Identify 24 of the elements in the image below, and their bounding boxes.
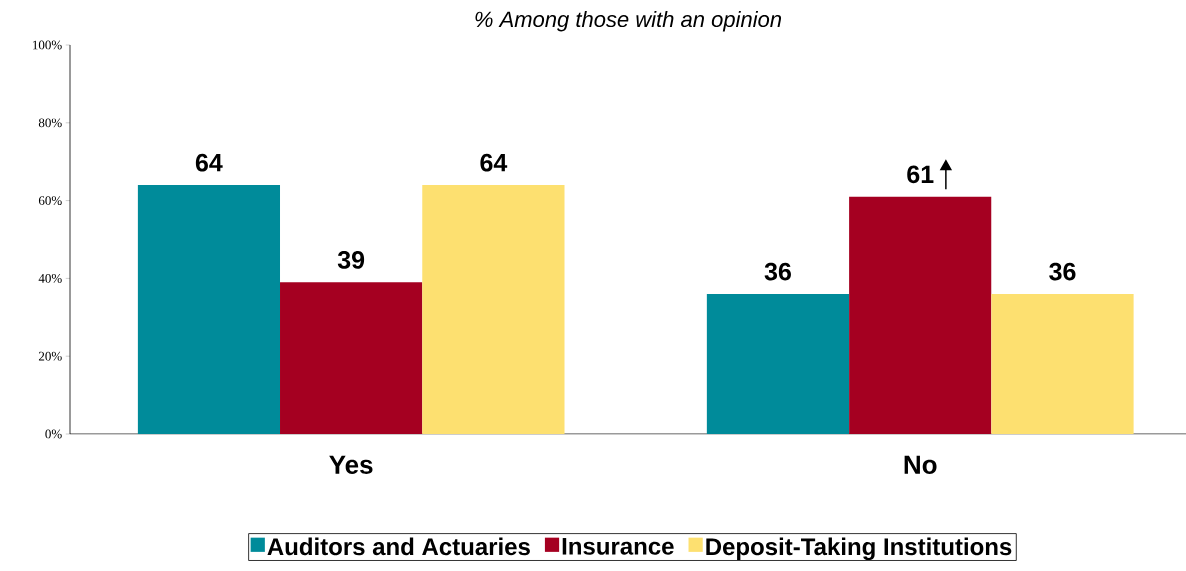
data-label: 39 <box>337 251 365 269</box>
legend-label: Deposit-Taking Institutions <box>706 537 1012 561</box>
data-label: 36 <box>764 262 791 281</box>
bar <box>422 185 565 434</box>
data-label: 64 <box>195 153 223 172</box>
bar <box>137 185 281 434</box>
data-label: 64 <box>480 153 508 172</box>
legend-label: Insurance <box>562 538 674 555</box>
bar <box>280 282 423 434</box>
bar <box>991 293 1134 434</box>
bar <box>849 196 992 434</box>
data-label: 36 <box>1049 262 1076 281</box>
y-tick-label: 100% <box>33 40 62 50</box>
y-tick-label: 60% <box>38 196 62 206</box>
legend-label: Auditors and Actuaries <box>267 537 530 556</box>
y-tick-label: 40% <box>38 273 62 283</box>
x-tick-label: No <box>904 455 937 474</box>
data-label: 61 <box>907 165 934 184</box>
bar <box>706 293 850 434</box>
y-tick-label: 0% <box>45 429 62 439</box>
chart-title: % Among those with an opinion <box>475 10 782 32</box>
y-tick-label: 80% <box>38 118 62 128</box>
x-tick-label: Yes <box>329 455 373 474</box>
y-tick-label: 20% <box>38 351 62 361</box>
